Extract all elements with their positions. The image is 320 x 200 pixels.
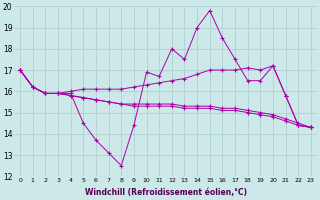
X-axis label: Windchill (Refroidissement éolien,°C): Windchill (Refroidissement éolien,°C) — [84, 188, 246, 197]
